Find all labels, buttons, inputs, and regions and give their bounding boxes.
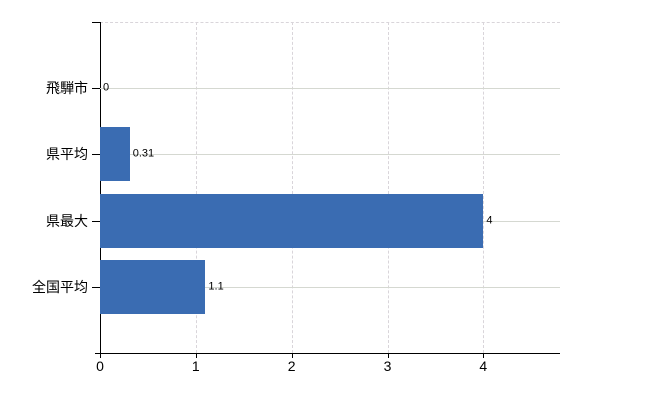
- x-tick-label: 2: [287, 358, 296, 374]
- value-label: 4: [486, 214, 493, 227]
- bar: [100, 127, 130, 182]
- y-axis-tick: [92, 220, 100, 222]
- x-tick-label: 1: [191, 358, 200, 374]
- value-label: 0.31: [132, 147, 155, 160]
- x-axis-tick: [291, 353, 293, 358]
- y-axis-tick: [92, 286, 100, 288]
- y-axis-tick: [92, 88, 100, 90]
- y-axis: [100, 22, 101, 353]
- x-gridline: [483, 22, 485, 353]
- category-label: 県最大: [46, 212, 88, 229]
- x-gridline: [195, 22, 197, 353]
- category-gridline: [100, 286, 560, 288]
- y-axis-tick: [92, 154, 100, 156]
- value-label: 1.1: [208, 280, 224, 293]
- category-gridline: [100, 88, 560, 90]
- x-axis: [95, 353, 560, 354]
- category-gridline: [100, 154, 560, 156]
- x-tick-label: 3: [383, 358, 392, 374]
- category-label: 全国平均: [32, 278, 88, 295]
- x-tick-label: 0: [96, 358, 104, 374]
- x-gridline: [387, 22, 389, 353]
- value-label: 0: [103, 81, 110, 94]
- category-label: 県平均: [46, 146, 88, 163]
- x-gridline: [291, 22, 293, 353]
- plot-area: 0 0.31 4 1.1: [92, 22, 560, 358]
- x-axis-tick: [483, 353, 485, 358]
- category-label: 飛騨市: [46, 80, 88, 97]
- x-tick-label: 4: [479, 358, 488, 374]
- x-axis-tick: [387, 353, 389, 358]
- y-axis-top-tick: [92, 22, 100, 23]
- bar: [100, 193, 484, 248]
- x-axis-tick: [195, 353, 197, 358]
- plot-top-border: [100, 22, 560, 23]
- bar: [100, 259, 206, 314]
- x-axis-tick: [100, 353, 101, 358]
